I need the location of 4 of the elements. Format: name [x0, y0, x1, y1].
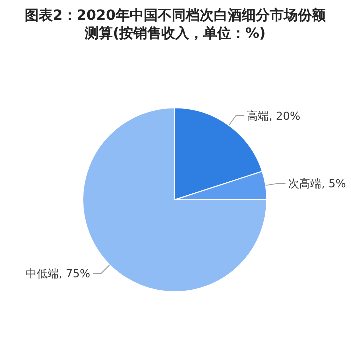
- slice-label: 高端, 20%: [247, 110, 301, 123]
- chart-title: 图表2：2020年中国不同档次白酒细分市场份额测算(按销售收入，单位：%): [25, 7, 327, 42]
- slice-label: 次高端, 5%: [288, 178, 346, 191]
- slice-label: 中低端, 75%: [26, 268, 90, 281]
